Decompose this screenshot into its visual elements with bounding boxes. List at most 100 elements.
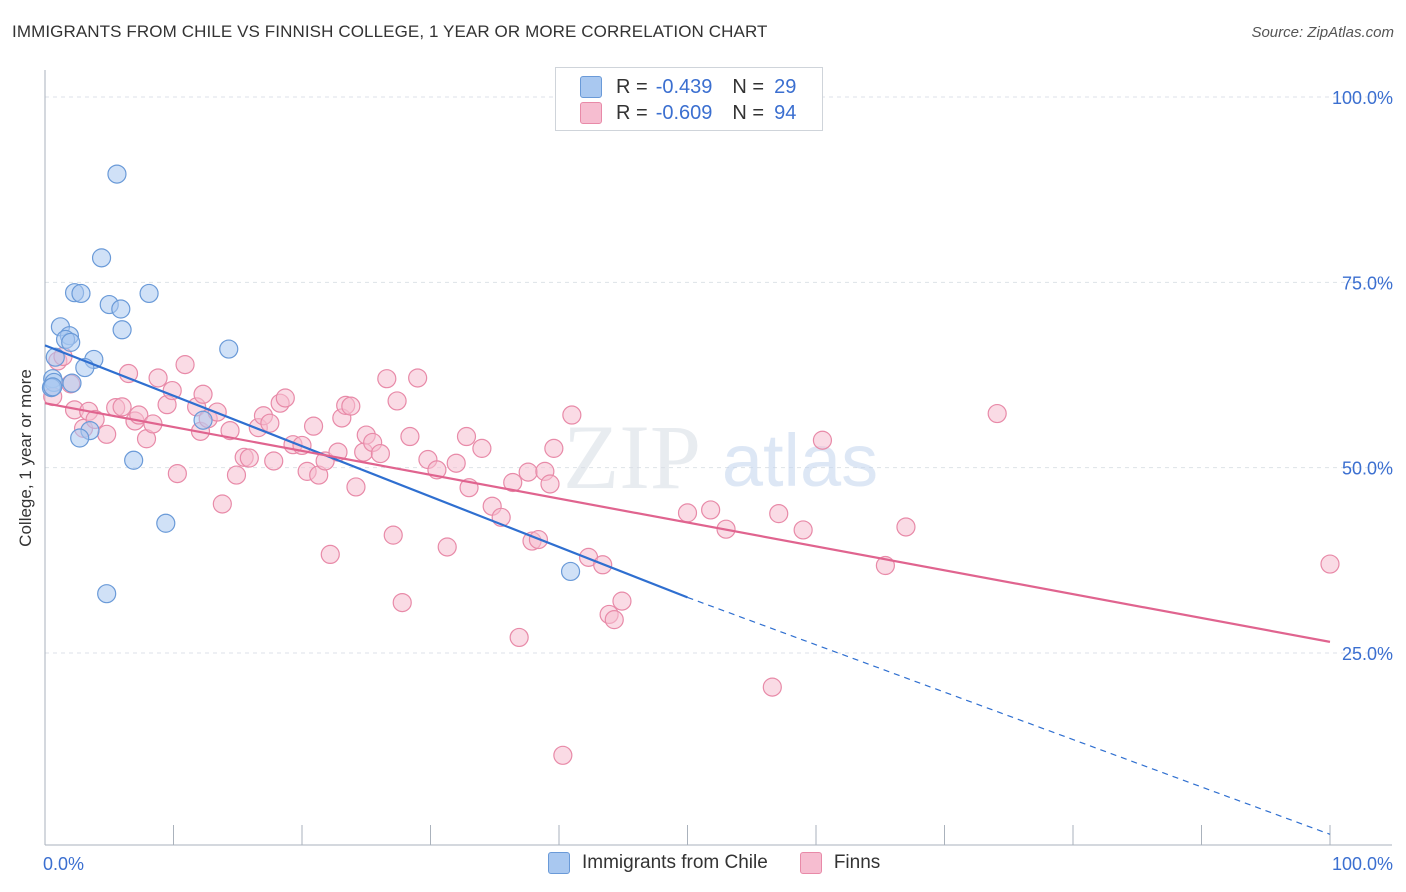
data-points (41, 164, 1340, 765)
legend-n-label: N = (732, 101, 765, 124)
y-tick-label: 50.0% (1342, 459, 1393, 479)
finns-point (762, 677, 782, 697)
finns-point (383, 525, 403, 545)
finns-point (701, 500, 721, 520)
x-tick-label-min: 0.0% (43, 854, 84, 874)
finns-point (612, 591, 632, 611)
finns-point (264, 451, 284, 471)
finns-trend-line (44, 402, 1331, 643)
chile-point (139, 283, 159, 304)
chile-point (111, 299, 131, 319)
finns-point (896, 517, 916, 537)
finns-point (220, 421, 240, 441)
finns-point (812, 430, 833, 450)
legend-swatch-chile (580, 76, 602, 98)
gridlines (45, 96, 1392, 654)
y-axis-label: College, 1 year or more (16, 369, 35, 547)
axes (44, 70, 1392, 846)
finns-point (456, 426, 477, 447)
chile-point (219, 339, 239, 359)
finns-point (1320, 554, 1340, 574)
finns-point (472, 438, 492, 458)
chile-point (62, 373, 82, 393)
finns-point (370, 443, 390, 464)
y-tick-label: 25.0% (1342, 644, 1393, 664)
finns-point (346, 477, 366, 497)
finns-point (540, 474, 560, 494)
finns-point (97, 424, 117, 444)
finns-point (604, 610, 624, 630)
finns-point (167, 463, 187, 484)
finns-point (544, 438, 564, 458)
legend-item-finns[interactable]: Finns (799, 852, 881, 874)
finns-point (226, 465, 247, 485)
finns-point (275, 388, 295, 408)
trend-lines (44, 344, 1331, 835)
finns-point (518, 462, 538, 482)
finns-point (400, 426, 420, 447)
chile-point (156, 513, 176, 533)
legend-label-chile: Immigrants from Chile (582, 852, 768, 873)
legend-n-value: 94 (774, 101, 797, 124)
legend-swatch-finns (799, 852, 822, 874)
finns-point (387, 391, 407, 411)
legend-swatch-chile (548, 852, 570, 874)
finns-point (175, 355, 195, 375)
chile-point (70, 428, 90, 448)
finns-point (987, 403, 1007, 424)
chile-trend-line (44, 344, 688, 599)
chile-point (43, 377, 63, 397)
finns-point (260, 413, 280, 433)
finns-point (553, 745, 573, 765)
finns-point (239, 448, 259, 468)
legend-r-label: R = (616, 101, 648, 124)
finns-point (392, 592, 412, 613)
chile-point (91, 248, 112, 268)
finns-point (503, 472, 523, 493)
finns-point (437, 537, 457, 557)
source-note: Source: ZipAtlas.com (1251, 24, 1394, 41)
finns-point (193, 384, 213, 404)
chile-point (97, 584, 117, 604)
chile-point (71, 283, 91, 304)
finns-point (446, 453, 466, 473)
finns-point (793, 520, 813, 540)
finns-point (509, 627, 529, 648)
chile-point (193, 410, 213, 430)
chile-point (124, 450, 144, 470)
finns-point (112, 397, 132, 417)
series-legend: Immigrants from Chile Finns (548, 852, 912, 874)
finns-point (562, 405, 582, 425)
chile-trend-extension (687, 596, 1331, 835)
chile-point (107, 164, 127, 184)
legend-label-finns: Finns (833, 852, 881, 873)
tick-labels: 25.0% 50.0% 75.0% 100.0% 0.0% 100.0% (43, 88, 1393, 874)
watermark-atlas: atlas (722, 419, 878, 502)
finns-point (212, 494, 232, 514)
finns-point (769, 504, 789, 524)
finns-point (148, 368, 168, 388)
y-tick-label: 100.0% (1332, 88, 1393, 108)
watermark-zip: ZIP (563, 406, 701, 508)
legend-r-value: -0.439 (655, 75, 713, 98)
legend-n-label: N = (732, 75, 765, 98)
legend-item-chile[interactable]: Immigrants from Chile (548, 852, 768, 874)
legend-n-value: 29 (774, 75, 797, 98)
chile-point (61, 332, 81, 352)
chart-title: IMMIGRANTS FROM CHILE VS FINNISH COLLEGE… (12, 22, 768, 41)
chile-point (560, 561, 581, 582)
finns-point (320, 544, 340, 565)
correlation-legend: R = -0.439 N = 29 R = -0.609 N = 94 (555, 67, 823, 131)
legend-row-chile: R = -0.439 N = 29 (580, 75, 796, 99)
x-tick-label-max: 100.0% (1332, 854, 1393, 874)
y-tick-label: 75.0% (1342, 273, 1393, 293)
legend-r-value: -0.609 (655, 101, 713, 124)
chile-point (112, 320, 132, 340)
finns-point (677, 503, 698, 523)
finns-point (377, 369, 397, 389)
finns-point (408, 368, 428, 388)
legend-swatch-finns (580, 102, 602, 124)
legend-r-label: R = (616, 75, 648, 98)
finns-point (303, 416, 324, 436)
